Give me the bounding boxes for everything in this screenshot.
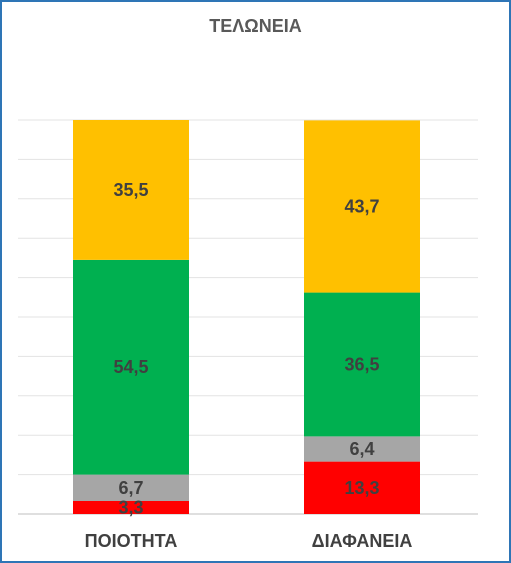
chart-title: ΤΕΛΩΝΕΙΑ bbox=[209, 16, 302, 36]
bar-segment bbox=[304, 120, 420, 293]
category-label: ΔΙΑΦΑΝΕΙΑ bbox=[312, 531, 413, 551]
bar-segment bbox=[73, 474, 189, 501]
data-label: 54,5 bbox=[113, 357, 148, 377]
data-label: 3,3 bbox=[118, 497, 143, 517]
category-label: ΠΟΙΟΤΗΤΑ bbox=[85, 531, 178, 551]
bars bbox=[73, 120, 420, 514]
data-label: 36,5 bbox=[344, 354, 379, 374]
category-labels: ΠΟΙΟΤΗΤΑ ΔΙΑΦΑΝΕΙΑ bbox=[85, 531, 413, 551]
data-label: 6,4 bbox=[349, 439, 374, 459]
data-label: 6,7 bbox=[118, 478, 143, 498]
data-label: 13,3 bbox=[344, 478, 379, 498]
bar-segment bbox=[73, 259, 189, 475]
bar-segment bbox=[304, 292, 420, 437]
bar-segment bbox=[304, 436, 420, 462]
data-label: 43,7 bbox=[344, 196, 379, 216]
bar-segment bbox=[73, 500, 189, 514]
segment-labels: 3,36,7 54,5 35,5 13,3 6,4 36,5 43,7 bbox=[113, 180, 379, 518]
bar-segment bbox=[304, 461, 420, 514]
bar-segment bbox=[73, 120, 189, 260]
data-label: 35,5 bbox=[113, 180, 148, 200]
